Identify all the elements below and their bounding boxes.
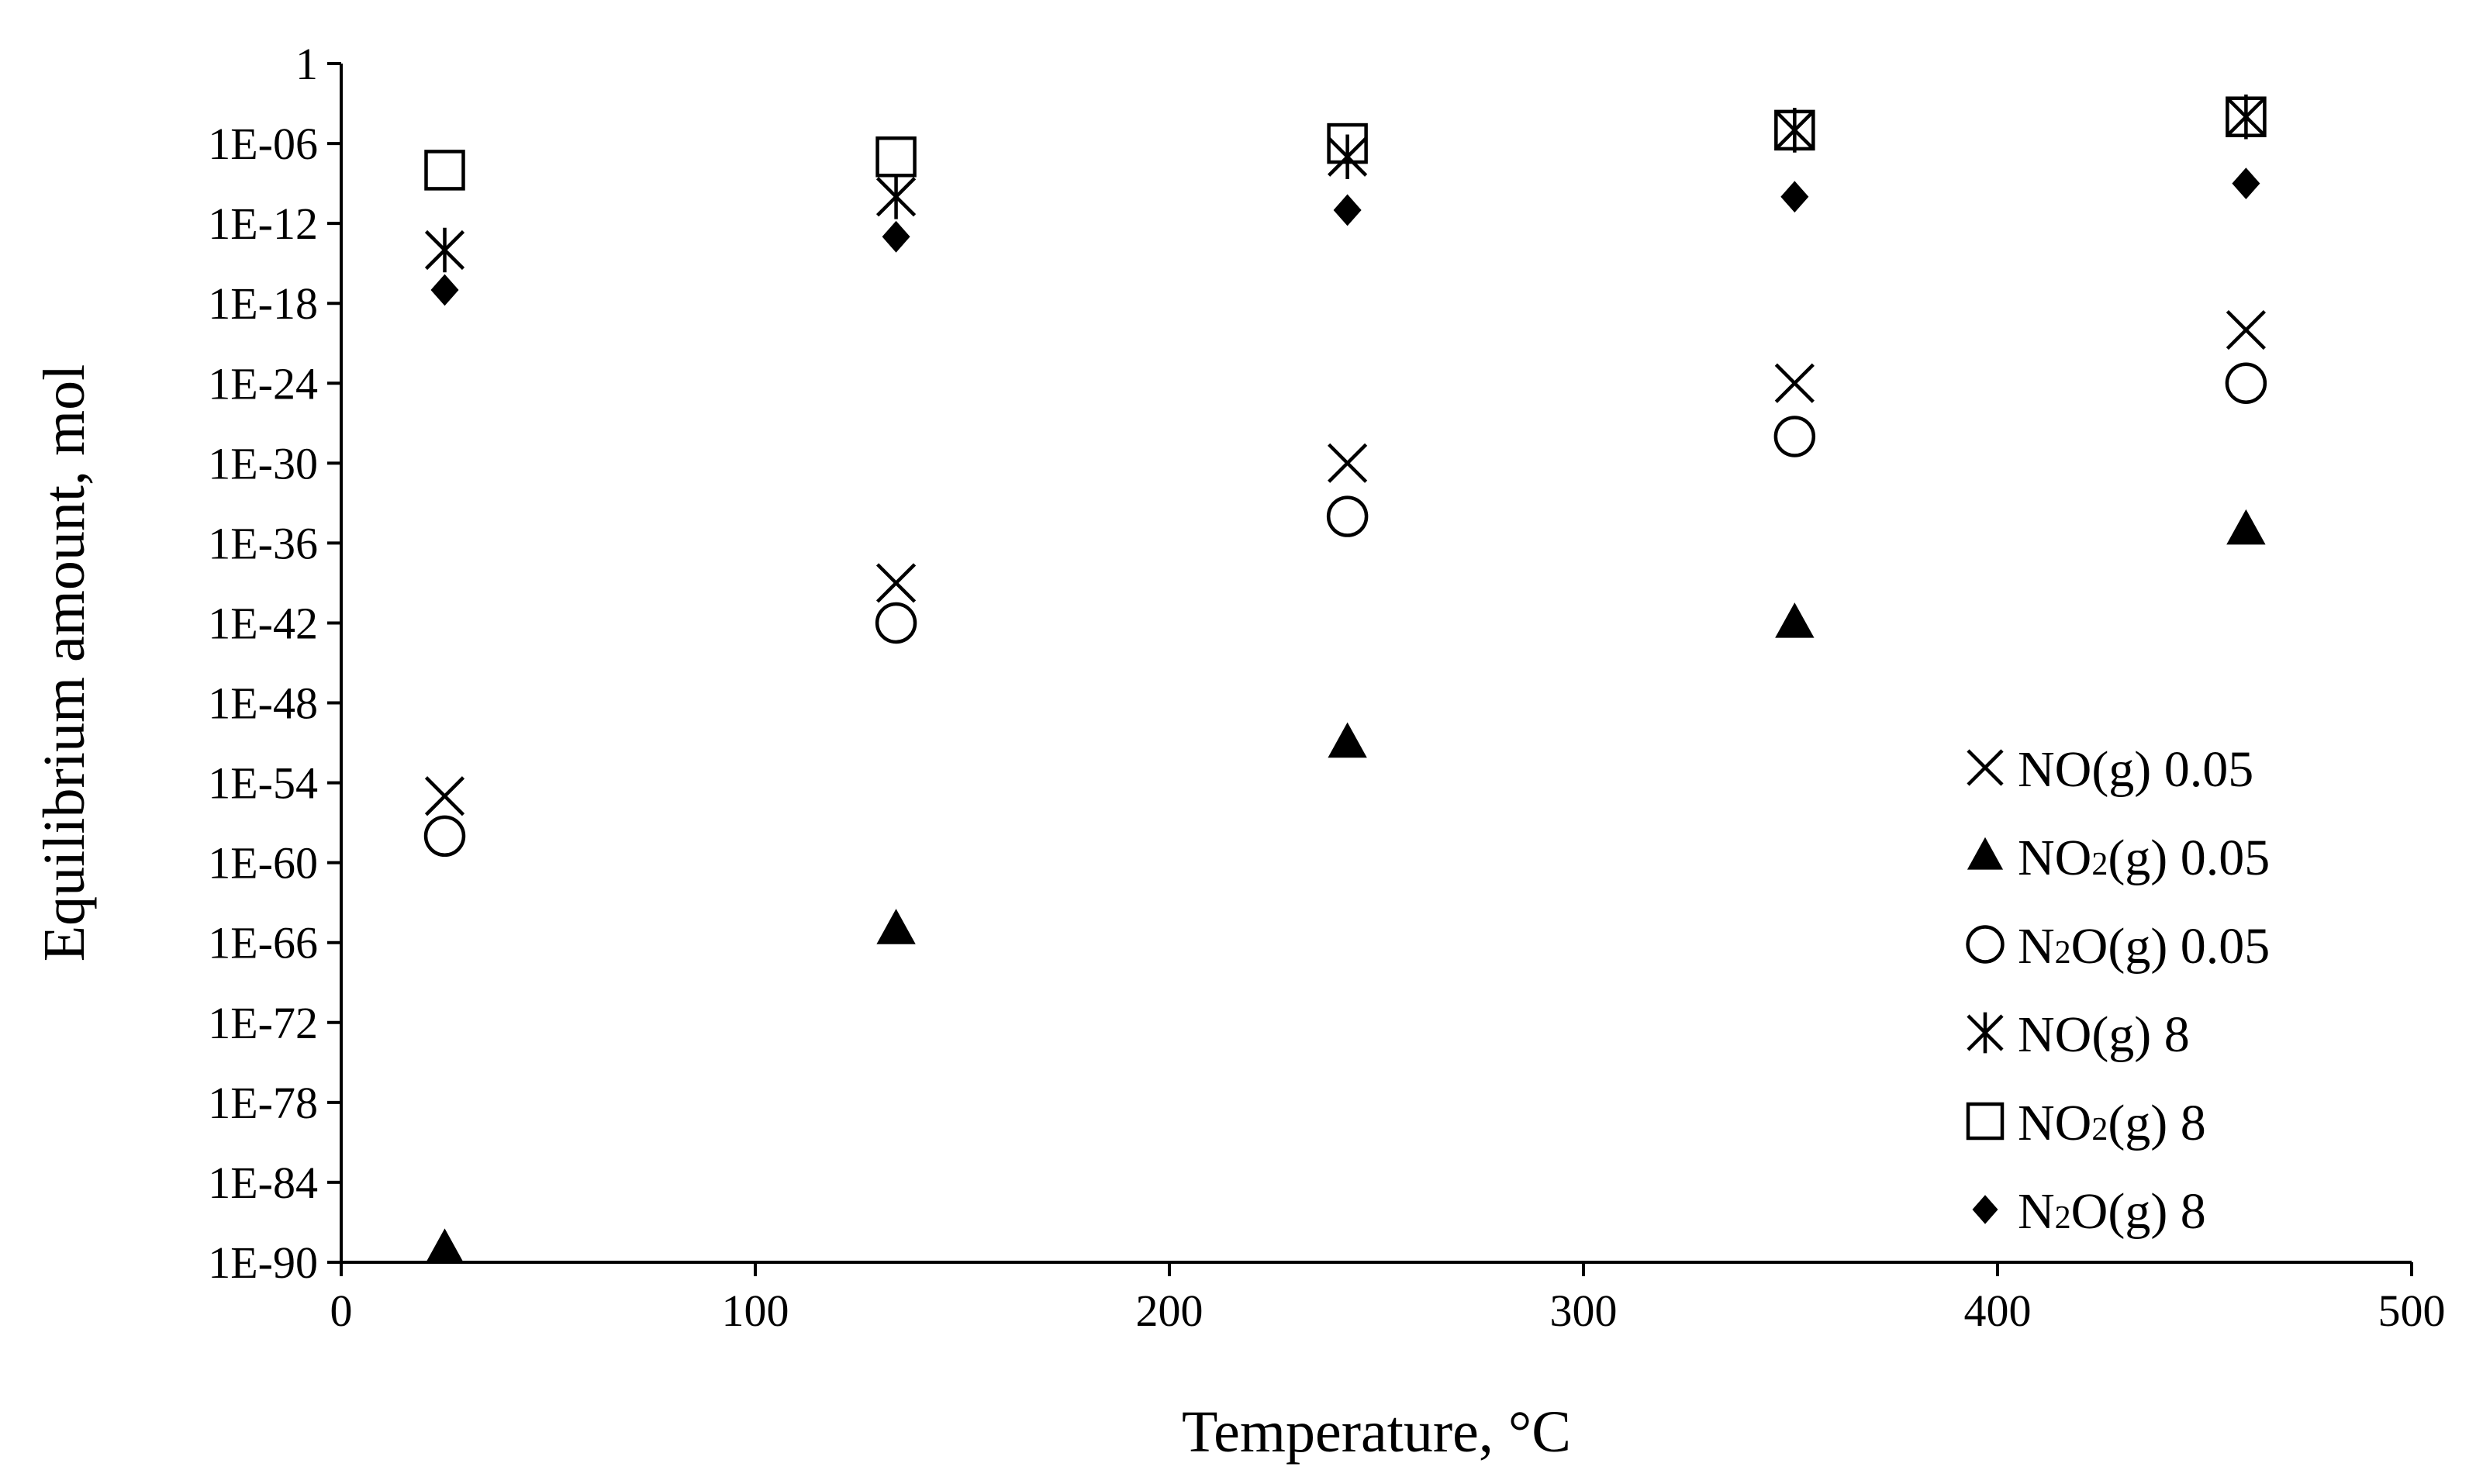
legend-label: NO2(g) 0.05	[2018, 830, 2270, 886]
data-point	[2225, 362, 2267, 404]
y-tick-label: 1E-72	[208, 998, 318, 1048]
data-point	[1774, 363, 1815, 403]
y-tick-label: 1E-48	[208, 678, 318, 729]
data-point	[1328, 722, 1367, 758]
data-point	[424, 776, 465, 816]
data-point	[875, 136, 917, 178]
x-tick-label: 200	[1136, 1286, 1203, 1336]
data-point	[424, 150, 465, 191]
data-point	[425, 1228, 464, 1265]
y-tick-label: 1E-12	[208, 198, 318, 249]
y-tick-label: 1E-24	[208, 358, 318, 409]
legend-marker	[1966, 925, 2005, 964]
data-marks	[423, 94, 2267, 1265]
data-point	[1328, 443, 1368, 483]
y-tick-label: 1E-60	[208, 838, 318, 889]
ticks: 1 1E-06 1E-12 1E-18 1E-24 1E-30 1E-36 1E-42 1E-4…	[208, 39, 2445, 1336]
data-point	[424, 227, 465, 273]
data-point	[2226, 96, 2267, 137]
legend-item: NO2(g) 8	[1966, 1095, 2206, 1151]
data-point	[875, 563, 917, 603]
x-tick-label: 400	[1964, 1286, 2032, 1336]
x-tick-label: 300	[1550, 1286, 1618, 1336]
data-point	[876, 909, 916, 944]
legend-label: NO2(g) 8	[2018, 1095, 2206, 1151]
legend-marker	[1972, 1195, 1998, 1224]
x-tick-label: 100	[722, 1286, 789, 1336]
legend-item: NO2(g) 0.05	[1967, 830, 2270, 886]
data-point	[2226, 309, 2266, 350]
data-point	[2232, 167, 2260, 199]
y-tick-label: 1E-30	[208, 438, 318, 488]
legend-label: NO(g) 0.05	[2018, 741, 2253, 798]
data-point	[430, 274, 459, 306]
y-tick-label: 1	[295, 39, 318, 89]
y-tick-label: 1E-42	[208, 598, 318, 648]
y-tick-label: 1E-84	[208, 1158, 318, 1208]
legend-item: N2O(g) 8	[1972, 1183, 2206, 1240]
data-point	[2226, 509, 2266, 545]
y-tick-label: 1E-18	[208, 278, 318, 329]
x-axis-title: Temperature, °C	[1182, 1399, 1571, 1465]
data-point	[1774, 109, 1815, 151]
axes	[340, 64, 2412, 1264]
legend-label: NO(g) 8	[2018, 1006, 2190, 1063]
legend-item: NO(g) 0.05	[1967, 741, 2253, 798]
data-point	[423, 815, 466, 858]
data-point	[1773, 416, 1816, 457]
legend-marker	[1967, 837, 2004, 870]
x-tick-label: 0	[330, 1286, 353, 1336]
data-point	[1326, 495, 1369, 537]
data-point	[882, 220, 910, 253]
y-tick-label: 1E-66	[208, 918, 318, 968]
legend-marker	[1966, 1102, 2005, 1141]
legend: NO(g) 0.05 NO2(g) 0.05 N2O(g) 0.05 NO(g) 8 N…	[1966, 741, 2270, 1240]
data-point	[1328, 134, 1368, 180]
data-point	[1775, 602, 1815, 638]
y-tick-label: 1E-78	[208, 1078, 318, 1128]
legend-item: NO(g) 8	[1967, 1006, 2190, 1063]
legend-marker	[1967, 749, 2004, 786]
x-tick-label: 500	[2378, 1286, 2446, 1336]
data-point	[1333, 194, 1362, 226]
data-point	[875, 174, 917, 219]
legend-marker	[1967, 1012, 2004, 1054]
y-tick-label: 1E-06	[208, 119, 318, 169]
legend-label: N2O(g) 8	[2018, 1183, 2206, 1240]
y-axis-title: Equilibrium amount, mol	[32, 364, 97, 962]
y-tick-label: 1E-90	[208, 1237, 318, 1288]
data-point	[2226, 94, 2266, 140]
y-tick-label: 1E-36	[208, 518, 318, 568]
data-point	[1774, 108, 1815, 153]
legend-label: N2O(g) 0.05	[2018, 918, 2270, 975]
y-tick-label: 1E-54	[208, 758, 318, 809]
legend-item: N2O(g) 0.05	[1966, 918, 2270, 975]
data-point	[1327, 123, 1368, 164]
data-point	[1780, 181, 1809, 213]
data-point	[875, 602, 917, 644]
